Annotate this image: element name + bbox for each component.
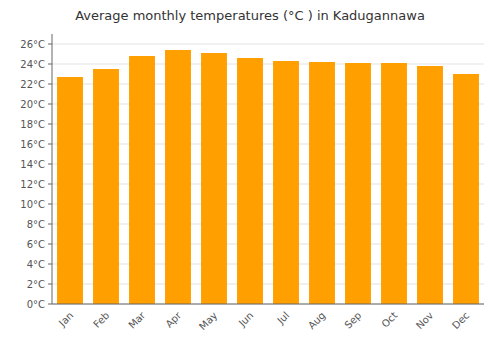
y-axis-line — [52, 34, 53, 304]
x-axis-line — [52, 304, 484, 305]
x-tick-label: Apr — [163, 309, 184, 330]
x-tick-label: Nov — [414, 310, 436, 332]
bar — [345, 63, 371, 304]
y-tick — [48, 124, 52, 125]
x-tick-label: Oct — [379, 310, 399, 330]
y-tick — [48, 284, 52, 285]
grid — [52, 44, 484, 304]
y-tick-label: 0°C — [27, 299, 45, 310]
x-axis: Jan Feb Mar Apr May Jun Jul Aug Sep Oct Nov Dec — [52, 304, 484, 332]
bars — [57, 50, 479, 304]
y-tick-label: 16°C — [20, 139, 45, 150]
chart-container: Average monthly temperatures (°C ) in Ka… — [0, 0, 500, 350]
y-tick — [48, 144, 52, 145]
bar — [381, 63, 407, 304]
y-tick — [48, 304, 52, 305]
bar — [57, 77, 83, 304]
y-tick-label: 24°C — [20, 59, 45, 70]
y-tick-label: 12°C — [20, 179, 45, 190]
x-tick-label: Feb — [91, 310, 111, 330]
y-tick — [48, 204, 52, 205]
y-tick — [48, 224, 52, 225]
chart-svg: Average monthly temperatures (°C ) in Ka… — [0, 0, 500, 350]
bar — [237, 58, 263, 304]
y-tick-label: 22°C — [20, 79, 45, 90]
bar — [129, 56, 155, 304]
x-tick-label: May — [197, 310, 219, 332]
y-tick — [48, 64, 52, 65]
x-tick-label: Aug — [306, 310, 328, 332]
y-tick — [48, 244, 52, 245]
x-tick-label: Jun — [236, 310, 256, 330]
y-tick — [48, 104, 52, 105]
x-tick-label: Jan — [56, 310, 75, 329]
y-tick-label: 8°C — [27, 219, 45, 230]
y-tick-label: 10°C — [20, 199, 45, 210]
bar — [417, 66, 443, 304]
grid-line — [52, 44, 484, 45]
y-tick-label: 2°C — [27, 279, 45, 290]
y-tick-label: 14°C — [20, 159, 45, 170]
y-tick — [48, 164, 52, 165]
bar — [453, 74, 479, 304]
y-tick-label: 26°C — [20, 39, 45, 50]
y-axis: 0°C 2°C 4°C 6°C 8°C 10°C 12°C 14°C 16°C 18°C 20°C 2… — [20, 34, 52, 310]
x-tick-label: Jul — [274, 310, 291, 327]
bar — [309, 62, 335, 304]
y-tick — [48, 264, 52, 265]
bar — [201, 53, 227, 304]
grid-line — [52, 64, 484, 65]
y-tick — [48, 84, 52, 85]
y-tick-label: 4°C — [27, 259, 45, 270]
title: Average monthly temperatures (°C ) in Ka… — [75, 8, 425, 23]
x-tick-label: Dec — [450, 310, 471, 331]
y-tick-label: 20°C — [20, 99, 45, 110]
bar — [93, 69, 119, 304]
x-tick-label: Sep — [342, 310, 363, 331]
y-tick — [48, 44, 52, 45]
bar — [165, 50, 191, 304]
y-tick-label: 6°C — [27, 239, 45, 250]
y-tick — [48, 184, 52, 185]
y-tick-label: 18°C — [20, 119, 45, 130]
bar — [273, 61, 299, 304]
x-tick-label: Mar — [126, 309, 148, 331]
grid-line — [52, 304, 484, 305]
